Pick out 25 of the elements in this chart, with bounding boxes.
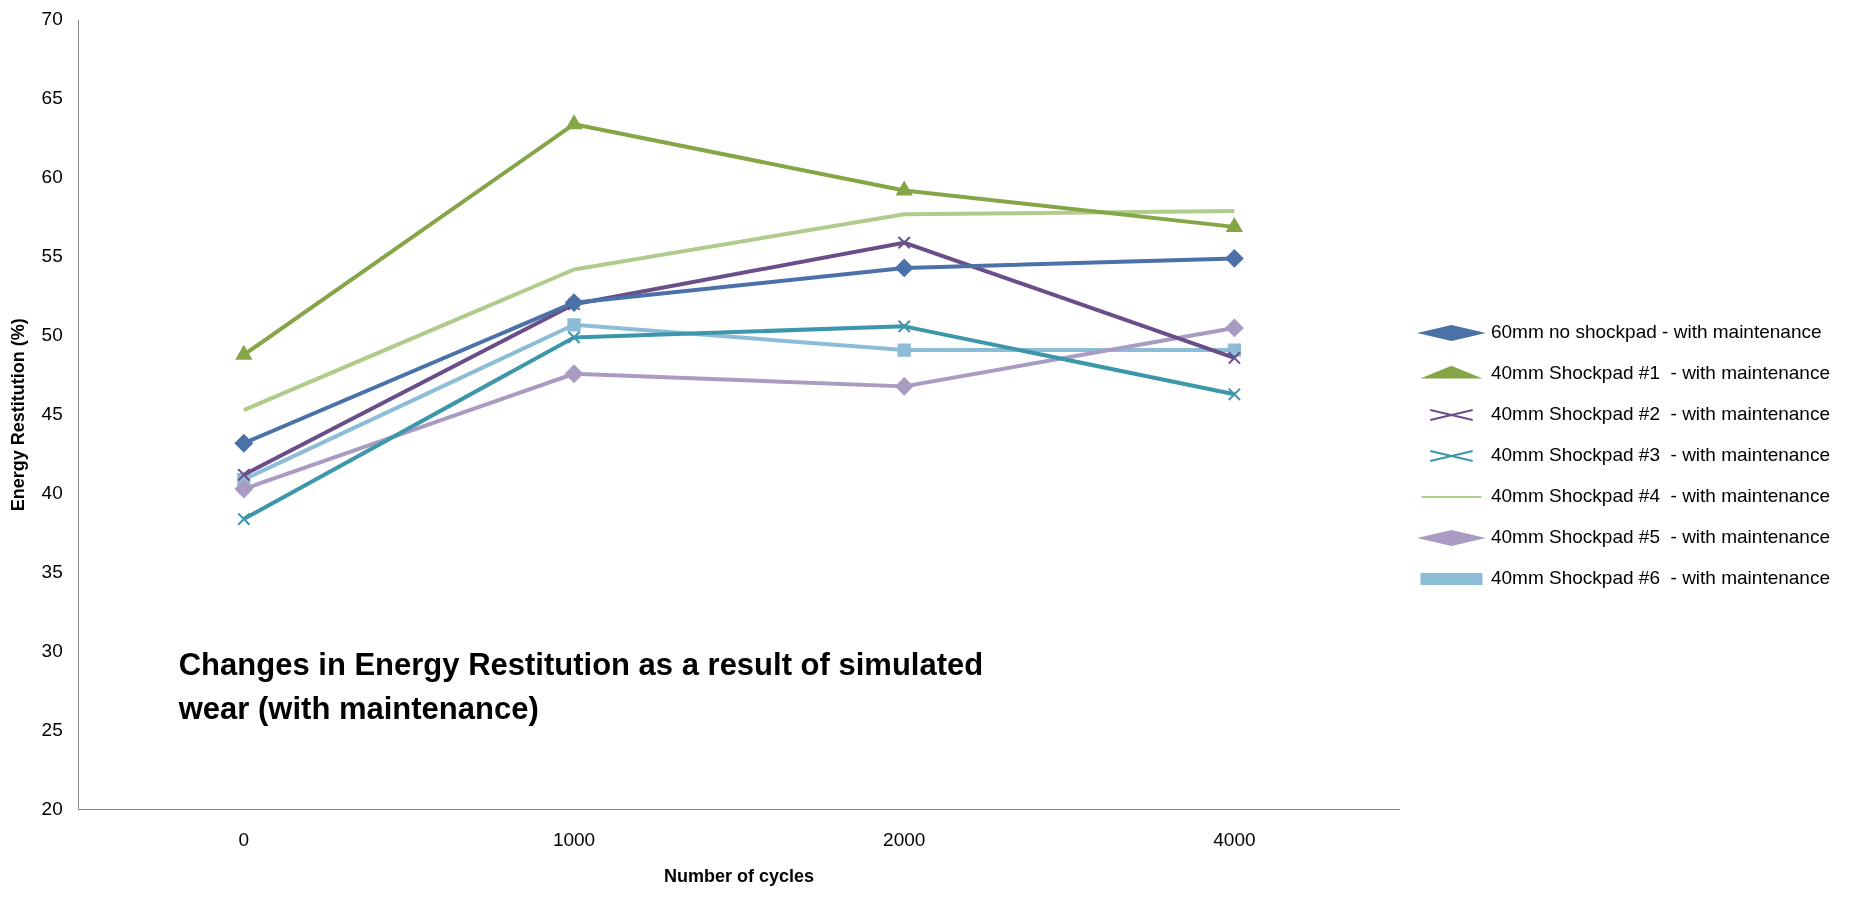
y-tick-label: 55 [41,245,63,267]
y-tick-label: 50 [41,324,63,346]
x-axis-title: Number of cycles [664,866,815,887]
x-tick-label: 2000 [883,829,926,851]
legend-label: 40mm Shockpad #6 - with maintenance [1490,567,1830,589]
legend-label: 40mm Shockpad #5 - with maintenance [1490,526,1830,548]
legend-label: 40mm Shockpad #3 - with maintenance [1490,444,1830,466]
y-tick-label: 70 [41,8,63,30]
y-tick-label: 35 [41,560,63,582]
y-tick-label: 30 [41,639,63,661]
legend-label: 60mm no shockpad - with maintenance [1490,321,1822,343]
text: Changes in Energy Restitution as a result of simulated wear (with maintenance) [177,647,984,727]
y-tick-label: 20 [41,797,63,819]
y-tick-label: 25 [41,718,63,740]
x-tick-label: 4000 [1213,829,1256,851]
y-tick-label: 45 [41,403,63,425]
x-tick-label: 1000 [552,829,596,851]
legend-label: 40mm Shockpad #2 - with maintenance [1490,403,1830,425]
y-axis-title: Energy Restitution (%) [7,318,28,512]
y-tick-label: 40 [41,481,63,503]
x-tick-label: 0 [238,829,250,851]
y-tick-label: 65 [41,87,63,109]
y-tick-label: 60 [41,166,63,188]
legend-label: 40mm Shockpad #1 - with maintenance [1490,362,1830,384]
legend-label: 40mm Shockpad #4 - with maintenance [1490,485,1830,507]
